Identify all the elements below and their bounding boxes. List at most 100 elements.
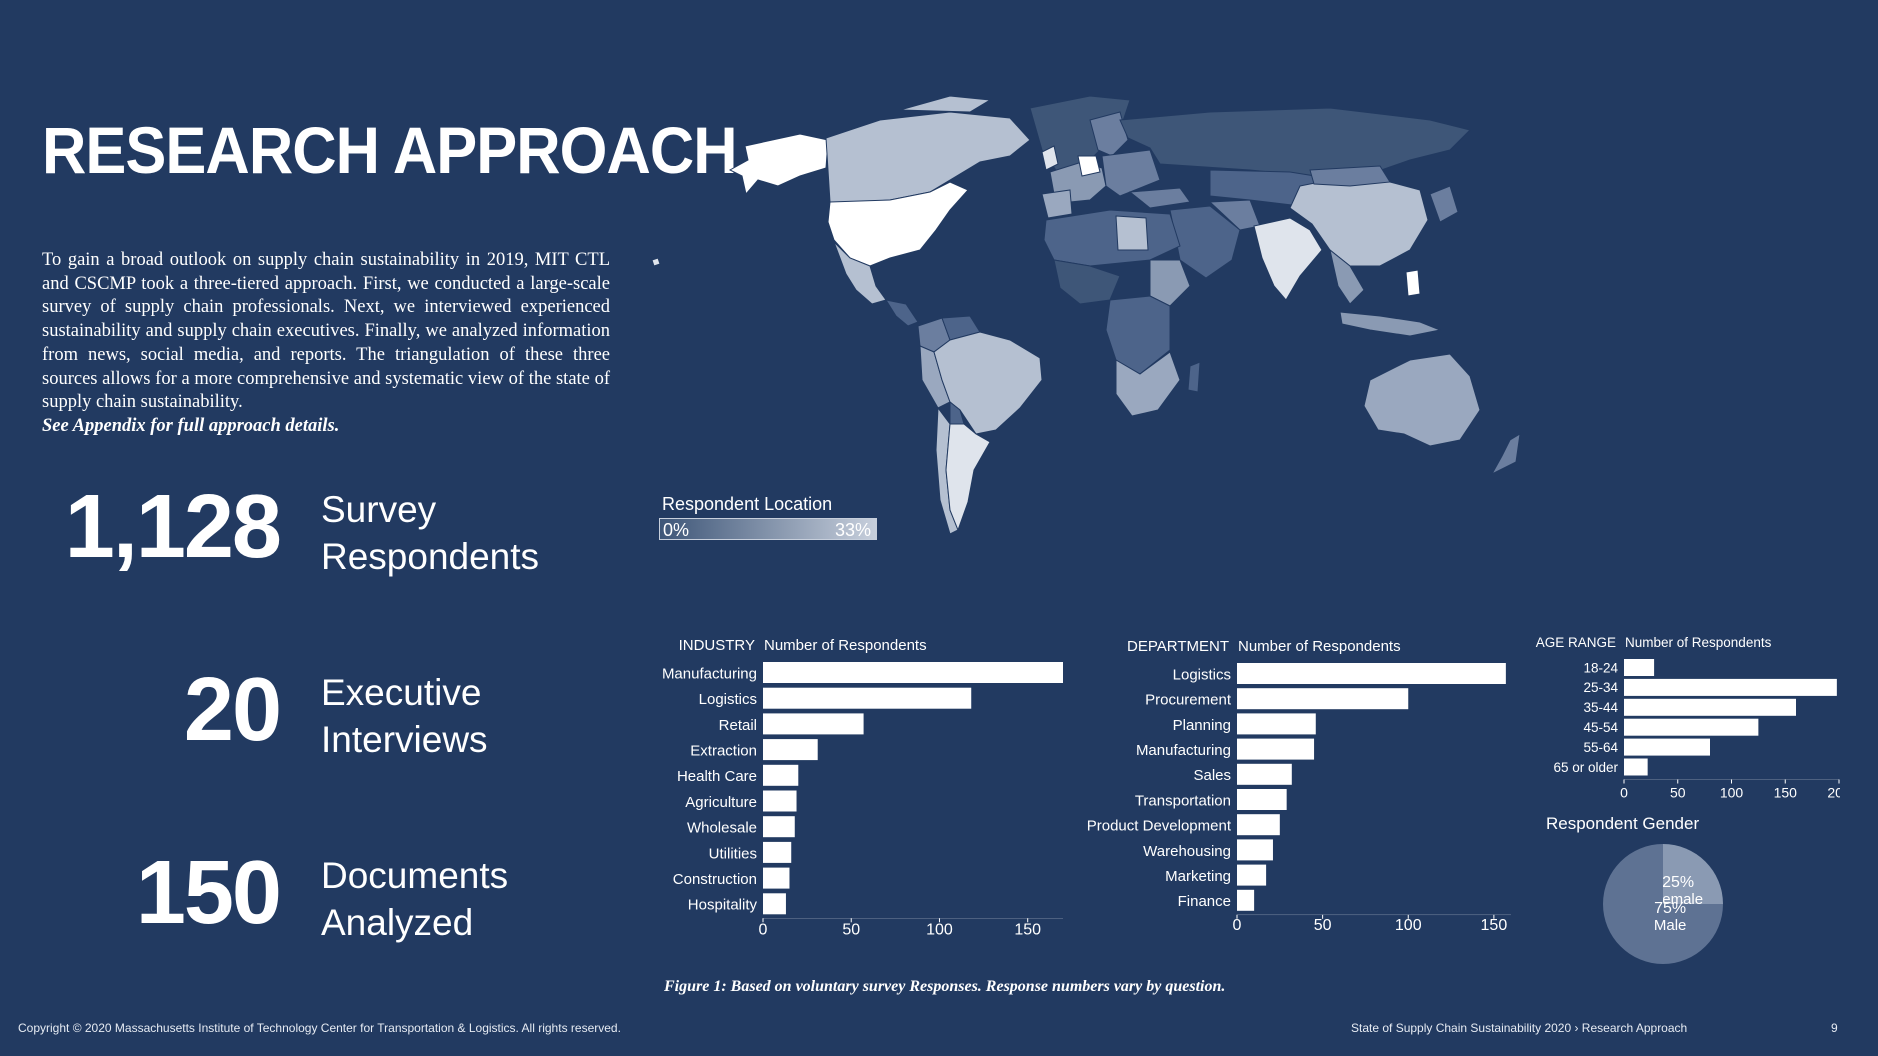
map-region-central-africa [1105, 295, 1171, 375]
bar-label: Manufacturing [1136, 742, 1231, 759]
map-region-russia [1119, 107, 1471, 177]
x-tick-label: 50 [1314, 917, 1332, 934]
x-tick-label: 100 [1395, 917, 1422, 934]
map-legend-gradient: 0% 33% [659, 518, 877, 540]
bar-label: Finance [1178, 893, 1231, 910]
map-legend-max: 33% [834, 520, 871, 540]
map-region-alaska [728, 133, 829, 196]
bar [1237, 663, 1506, 684]
map-region-mongolia [1309, 165, 1391, 187]
bar [1237, 814, 1280, 836]
stat-label-interviews: Executive Interviews [321, 669, 488, 763]
bar [763, 790, 797, 812]
bar [763, 739, 818, 761]
map-region-eastern-europe [1101, 149, 1161, 197]
bar-label: Construction [673, 871, 757, 888]
bar-label: 45-54 [1583, 720, 1618, 735]
footer-copyright: Copyright © 2020 Massachusetts Institute… [18, 1021, 621, 1035]
bar [763, 816, 795, 838]
bar-label: 35-44 [1583, 700, 1618, 715]
bar-label: 55-64 [1583, 740, 1618, 755]
chart-value-header: Number of Respondents [1238, 638, 1401, 655]
x-tick-label: 100 [1720, 785, 1744, 801]
page-number: 9 [1831, 1021, 1838, 1035]
bar-label: Retail [719, 717, 757, 734]
stat-label-line: Survey [321, 489, 437, 530]
bar [763, 764, 799, 786]
map-region-southeast-asia [1329, 248, 1365, 305]
map-region-east-africa [1149, 259, 1191, 307]
stat-label-line: Interviews [321, 719, 488, 760]
pie-slice-label: Male [1654, 917, 1687, 934]
chart-value-header: Number of Respondents [1625, 635, 1772, 650]
bar [1237, 789, 1287, 810]
bar-label: Logistics [1173, 666, 1231, 683]
map-region-north-africa [1043, 209, 1181, 267]
map-region-west-africa [1053, 259, 1121, 305]
bar-label: Utilities [709, 845, 757, 862]
map-region-usa [827, 181, 969, 267]
bar-label: Planning [1173, 717, 1231, 734]
stat-label-documents: Documents Analyzed [321, 852, 508, 946]
world-map [651, 95, 1521, 535]
map-region-indonesia [1339, 311, 1442, 337]
x-tick-label: 150 [1014, 921, 1041, 938]
x-tick-label: 150 [1774, 785, 1798, 801]
map-region-canada-islands [899, 95, 992, 113]
bar [763, 662, 1063, 683]
map-region-south-africa [1115, 351, 1181, 417]
bar [1624, 738, 1710, 756]
bar [1624, 698, 1796, 716]
bar [1237, 839, 1273, 861]
chart-category-header: DEPARTMENT [1127, 638, 1229, 655]
bar-label: Wholesale [687, 820, 757, 837]
bar-label: Logistics [699, 691, 757, 708]
bar-label: Warehousing [1143, 843, 1231, 860]
bar [1624, 718, 1759, 736]
chart-category-header: AGE RANGE [1536, 635, 1616, 650]
bar-label: Procurement [1145, 692, 1232, 709]
bar-label: Manufacturing [662, 665, 757, 682]
bar-label: Marketing [1165, 868, 1231, 885]
bar-label: Hospitality [688, 897, 758, 914]
x-tick-label: 50 [842, 921, 860, 938]
stat-label-line: Analyzed [321, 902, 474, 943]
stat-label-line: Respondents [321, 536, 540, 577]
bar [1624, 758, 1648, 776]
bar [1237, 864, 1267, 886]
stat-number-documents: 150 [135, 843, 282, 943]
bar-label: Sales [1193, 767, 1231, 784]
figure-caption: Figure 1: Based on voluntary survey Resp… [664, 978, 1226, 995]
bar-label: Health Care [677, 768, 757, 785]
pie-value-label: 75% [1654, 900, 1686, 917]
map-region-korea-japan [1429, 185, 1459, 223]
map-legend-title: Respondent Location [662, 494, 833, 514]
page-title: RESEARCH APPROACH [42, 113, 738, 187]
map-region-australia [1363, 353, 1481, 447]
pie-slice-male [1603, 844, 1723, 964]
map-legend-min: 0% [663, 520, 690, 540]
map-region-new-zealand [1490, 433, 1521, 476]
map-region-argentina [945, 423, 991, 532]
map-region-central-america [884, 299, 919, 327]
bar [763, 867, 790, 889]
map-region-madagascar [1187, 361, 1201, 393]
x-tick-label: 50 [1670, 785, 1686, 801]
chart-category-header: INDUSTRY [679, 637, 755, 654]
map-region-uk [1041, 145, 1059, 171]
map-region-hawaii [651, 257, 661, 267]
map-region-canada [825, 111, 1031, 203]
pie-slice-female [1663, 844, 1723, 904]
bar [763, 893, 786, 915]
bar-label: Product Development [1087, 818, 1232, 835]
chart-value-header: Number of Respondents [764, 637, 927, 654]
bar [1237, 688, 1409, 710]
pie-value-label: 25% [1662, 874, 1694, 891]
map-region-india [1253, 217, 1323, 301]
bar-label: 18-24 [1583, 660, 1618, 675]
bar [763, 841, 792, 863]
bar [1237, 738, 1315, 760]
bar [1237, 889, 1255, 911]
bar-label: Agriculture [685, 794, 757, 811]
pie-title: Respondent Gender [1546, 814, 1699, 833]
